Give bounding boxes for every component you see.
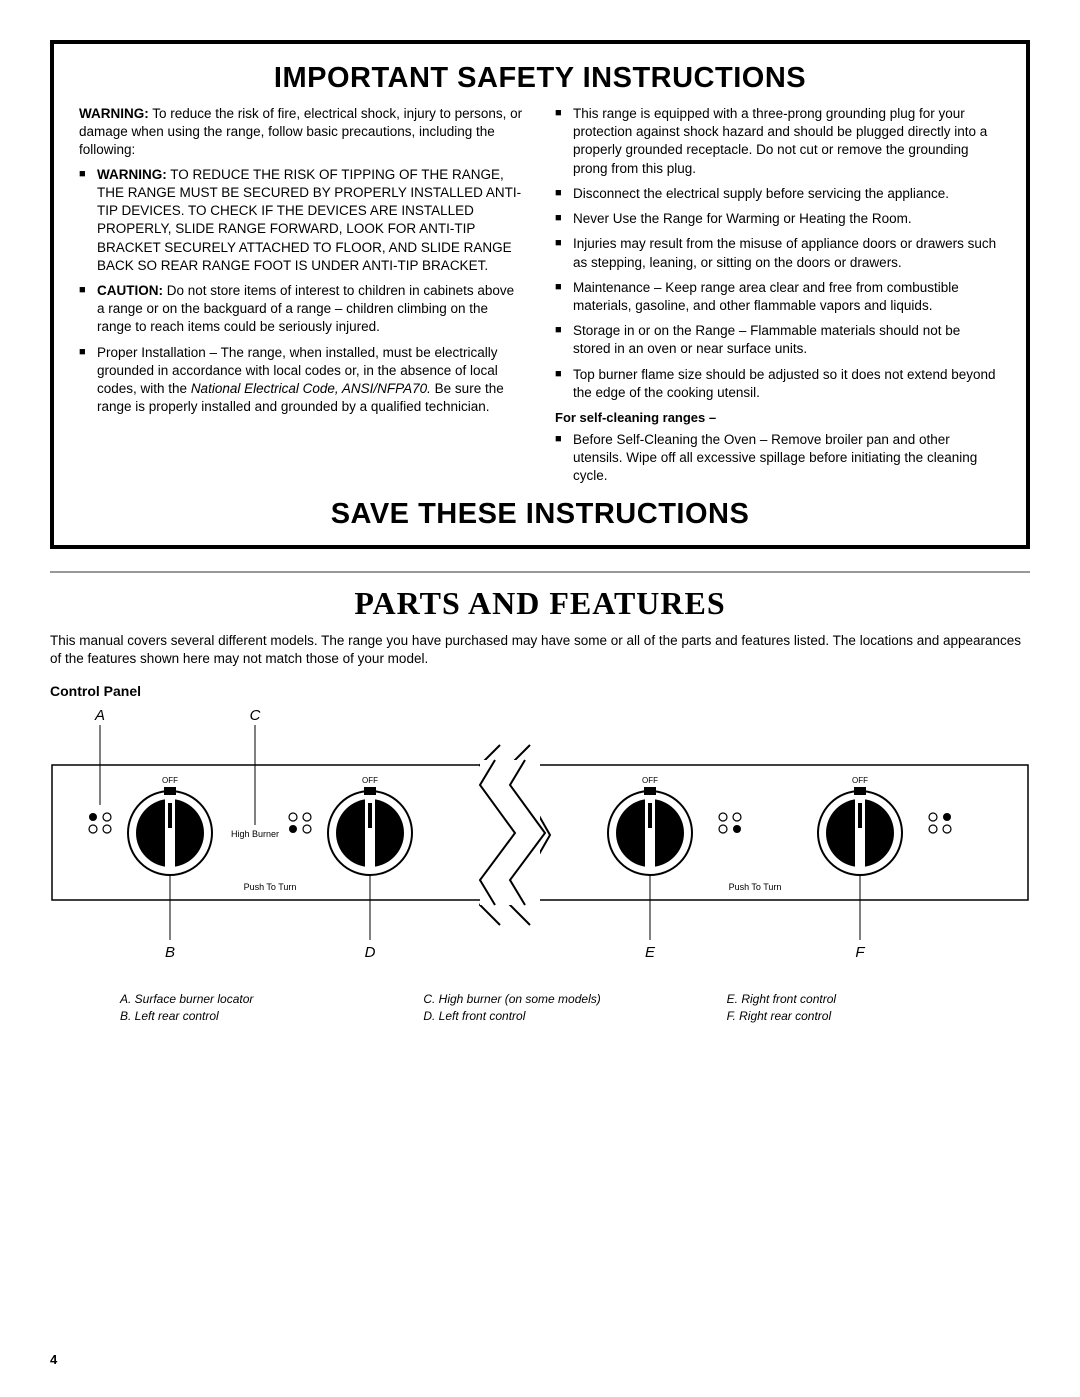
bullet-item: Never Use the Range for Warming or Heati…: [555, 210, 1001, 228]
page-number: 4: [50, 1352, 57, 1367]
bullet-text: TO REDUCE THE RISK OF TIPPING OF THE RAN…: [97, 167, 521, 273]
push-label: Push To Turn: [729, 882, 782, 892]
bullet-item: Disconnect the electrical supply before …: [555, 185, 1001, 203]
callout-e: E: [645, 944, 656, 961]
off-label: OFF: [852, 776, 868, 785]
legend-item: A. Surface burner locator: [120, 991, 423, 1008]
bullet-item: Before Self-Cleaning the Oven – Remove b…: [555, 431, 1001, 486]
control-panel-label: Control Panel: [50, 683, 1030, 699]
callout-b: B: [165, 944, 175, 961]
off-label: OFF: [362, 776, 378, 785]
safety-title: IMPORTANT SAFETY INSTRUCTIONS: [79, 62, 1001, 95]
bullet-italic: National Electrical Code, ANSI/NFPA70.: [191, 381, 431, 396]
bullet-item: Storage in or on the Range – Flammable m…: [555, 322, 1001, 358]
callout-d: D: [365, 944, 376, 961]
control-panel-svg: OFF OFF High Burner Push To Turn OFF OFF…: [50, 705, 1030, 985]
legend-item: C. High burner (on some models): [423, 991, 726, 1008]
bullet-item: Maintenance – Keep range area clear and …: [555, 279, 1001, 315]
warning-label: WARNING:: [79, 106, 149, 121]
diagram-legend: A. Surface burner locator B. Left rear c…: [50, 991, 1030, 1025]
callout-c: C: [250, 707, 261, 724]
legend-item: F. Right rear control: [727, 1008, 1030, 1025]
legend-col: E. Right front control F. Right rear con…: [727, 991, 1030, 1025]
left-bullets: WARNING: TO REDUCE THE RISK OF TIPPING O…: [79, 166, 525, 417]
save-instructions-title: SAVE THESE INSTRUCTIONS: [79, 498, 1001, 531]
legend-col: C. High burner (on some models) D. Left …: [423, 991, 726, 1025]
off-label: OFF: [642, 776, 658, 785]
callout-a: A: [94, 707, 105, 724]
bullet-item: Injuries may result from the misuse of a…: [555, 235, 1001, 271]
warning-intro: WARNING: To reduce the risk of fire, ele…: [79, 105, 525, 160]
bullet-bold: WARNING:: [97, 167, 167, 182]
legend-item: B. Left rear control: [120, 1008, 423, 1025]
bullet-bold: CAUTION:: [97, 283, 163, 298]
parts-intro-text: This manual covers several different mod…: [50, 632, 1030, 668]
push-label: Push To Turn: [244, 882, 297, 892]
parts-features-title: PARTS AND FEATURES: [50, 585, 1030, 622]
safety-col-left: WARNING: To reduce the risk of fire, ele…: [79, 105, 525, 492]
legend-item: E. Right front control: [727, 991, 1030, 1008]
legend-item: D. Left front control: [423, 1008, 726, 1025]
bullet-item: Top burner flame size should be adjusted…: [555, 366, 1001, 402]
callout-f: F: [855, 944, 865, 961]
control-panel-diagram: OFF OFF High Burner Push To Turn OFF OFF…: [50, 705, 1030, 985]
section-divider: [50, 571, 1030, 573]
self-cleaning-label: For self-cleaning ranges –: [555, 409, 1001, 427]
safety-columns: WARNING: To reduce the risk of fire, ele…: [79, 105, 1001, 492]
off-label: OFF: [162, 776, 178, 785]
high-burner-label: High Burner: [231, 829, 279, 839]
safety-col-right: This range is equipped with a three-pron…: [555, 105, 1001, 492]
bullet-item: Proper Installation – The range, when in…: [79, 344, 525, 417]
bullet-item: CAUTION: Do not store items of interest …: [79, 282, 525, 337]
legend-col: A. Surface burner locator B. Left rear c…: [50, 991, 423, 1025]
right-bullets-2: Before Self-Cleaning the Oven – Remove b…: [555, 431, 1001, 486]
bullet-item: WARNING: TO REDUCE THE RISK OF TIPPING O…: [79, 166, 525, 275]
right-bullets-1: This range is equipped with a three-pron…: [555, 105, 1001, 402]
bullet-item: This range is equipped with a three-pron…: [555, 105, 1001, 178]
safety-instructions-box: IMPORTANT SAFETY INSTRUCTIONS WARNING: T…: [50, 40, 1030, 549]
